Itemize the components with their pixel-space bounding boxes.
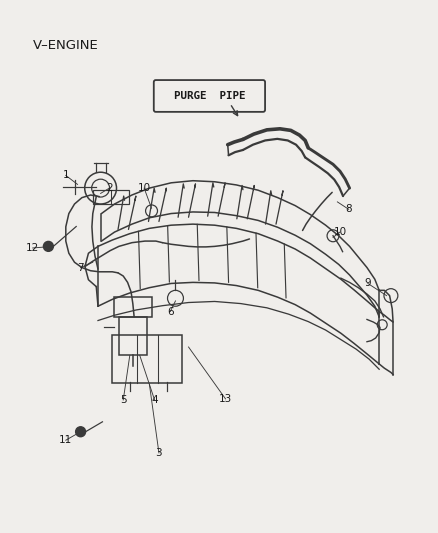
Text: 3: 3 — [155, 448, 162, 458]
Text: 11: 11 — [59, 435, 72, 445]
Bar — [93, 190, 129, 204]
Circle shape — [76, 427, 85, 437]
Text: 10: 10 — [138, 183, 151, 193]
Text: 2: 2 — [106, 183, 113, 193]
Text: 10: 10 — [333, 227, 346, 237]
Text: 8: 8 — [346, 204, 352, 214]
Text: 5: 5 — [120, 395, 127, 405]
Bar — [114, 297, 152, 317]
FancyBboxPatch shape — [154, 80, 265, 112]
Text: 9: 9 — [364, 278, 371, 288]
Text: V–ENGINE: V–ENGINE — [33, 38, 99, 52]
Text: 7: 7 — [77, 263, 84, 272]
Bar — [119, 317, 147, 354]
Text: 6: 6 — [167, 306, 173, 317]
Text: PURGE  PIPE: PURGE PIPE — [174, 91, 245, 101]
Text: 1: 1 — [63, 171, 69, 180]
Text: 12: 12 — [26, 243, 39, 253]
Circle shape — [43, 241, 53, 252]
Bar — [113, 335, 182, 383]
Text: 4: 4 — [151, 395, 158, 405]
Text: 13: 13 — [219, 394, 232, 404]
